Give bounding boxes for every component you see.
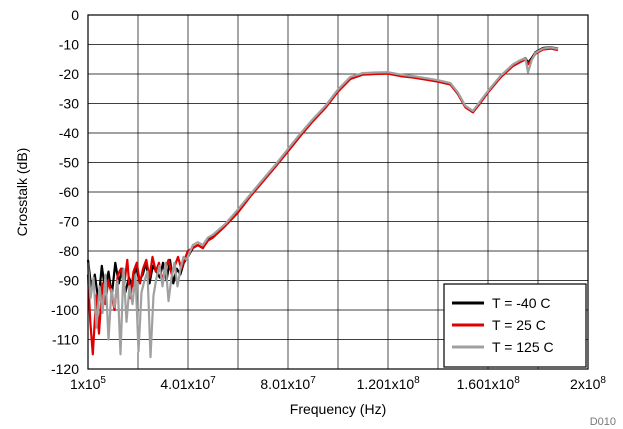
y-tick-label: -60 xyxy=(59,184,79,200)
y-tick-label: -80 xyxy=(59,243,79,259)
x-tick-label: 4.01x107 xyxy=(160,375,216,392)
series-lines xyxy=(86,46,559,359)
y-tick-label: -100 xyxy=(51,302,79,318)
legend-entry-label: T = 125 C xyxy=(492,339,554,355)
legend: T = -40 C T = 25 C T = 125 C xyxy=(443,283,587,368)
y-tick-label: -70 xyxy=(59,214,79,230)
y-tick-label: -40 xyxy=(59,125,79,141)
y-tick-label: -30 xyxy=(59,96,79,112)
y-axis-tick-labels: 0 -10 -20 -30 -40 -50 -60 -70 -80 -90 -100 -110 -120 xyxy=(51,7,79,377)
y-tick-label: -20 xyxy=(59,66,79,82)
y-tick-label: -50 xyxy=(59,155,79,171)
x-tick-label: 1.601x108 xyxy=(457,375,521,392)
figure-id: D010 xyxy=(590,416,616,428)
x-axis-title: Frequency (Hz) xyxy=(290,401,386,417)
y-tick-label: -120 xyxy=(51,361,79,377)
legend-entry-label: T = -40 C xyxy=(492,295,551,311)
x-tick-label: 8.01x107 xyxy=(260,375,316,392)
y-tick-label: 0 xyxy=(71,7,79,23)
x-tick-label: 1.201x108 xyxy=(357,375,421,392)
y-tick-label: -10 xyxy=(59,37,79,53)
legend-entry-label: T = 25 C xyxy=(492,317,546,333)
y-tick-label: -90 xyxy=(59,273,79,289)
x-tick-label: 2x108 xyxy=(570,375,606,392)
y-axis-title: Crosstalk (dB) xyxy=(14,148,30,237)
y-tick-label: -110 xyxy=(52,332,79,348)
x-axis-tick-labels: 1x105 4.01x107 8.01x107 1.201x108 1.601x108 2… xyxy=(70,375,606,392)
series-line-3 xyxy=(86,46,559,359)
plot-frame xyxy=(87,14,589,370)
x-tick-label: 1x105 xyxy=(70,375,106,392)
